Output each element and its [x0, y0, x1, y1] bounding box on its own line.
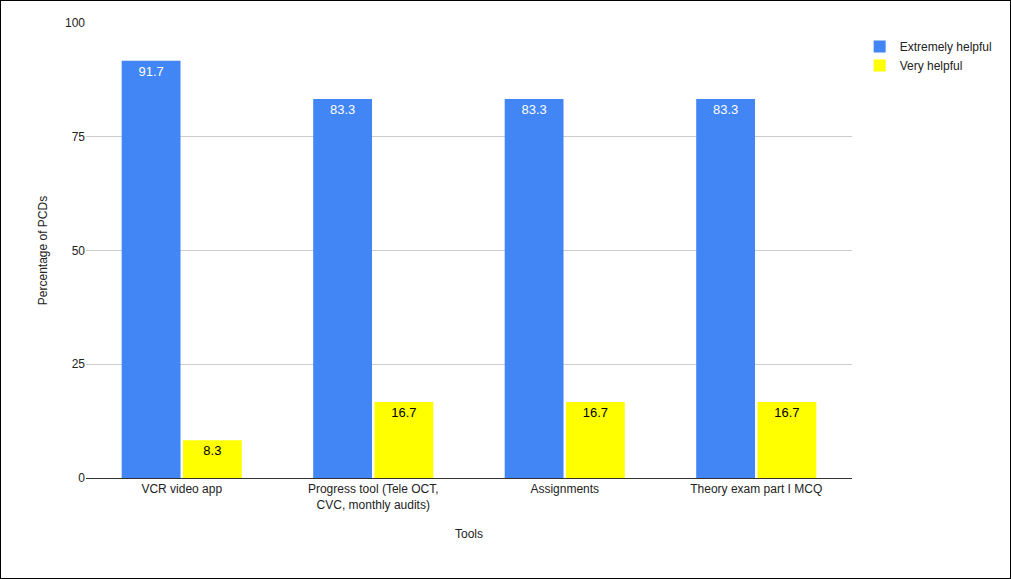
svg-text:75: 75: [72, 130, 86, 144]
svg-text:Tools: Tools: [455, 527, 483, 541]
svg-text:Progress tool (Tele OCT,CVC, m: Progress tool (Tele OCT,CVC, monthly aud…: [308, 482, 439, 512]
svg-text:16.7: 16.7: [391, 405, 416, 420]
svg-text:Very helpful: Very helpful: [900, 59, 963, 73]
svg-text:0: 0: [78, 471, 85, 485]
svg-text:83.3: 83.3: [330, 102, 355, 117]
svg-text:83.3: 83.3: [713, 102, 738, 117]
svg-text:Extremely helpful: Extremely helpful: [900, 40, 992, 54]
svg-text:16.7: 16.7: [583, 405, 608, 420]
svg-text:VCR video app: VCR video app: [141, 482, 222, 496]
svg-text:16.7: 16.7: [774, 405, 799, 420]
svg-text:Theory exam part I MCQ: Theory exam part I MCQ: [690, 482, 822, 496]
svg-text:8.3: 8.3: [203, 443, 221, 458]
svg-text:91.7: 91.7: [138, 64, 163, 79]
svg-text:Assignments: Assignments: [530, 482, 599, 496]
svg-text:25: 25: [72, 357, 86, 371]
svg-text:50: 50: [72, 244, 86, 258]
svg-text:100: 100: [65, 16, 85, 30]
svg-text:Percentage of PCDs: Percentage of PCDs: [36, 196, 50, 305]
svg-text:83.3: 83.3: [521, 102, 546, 117]
